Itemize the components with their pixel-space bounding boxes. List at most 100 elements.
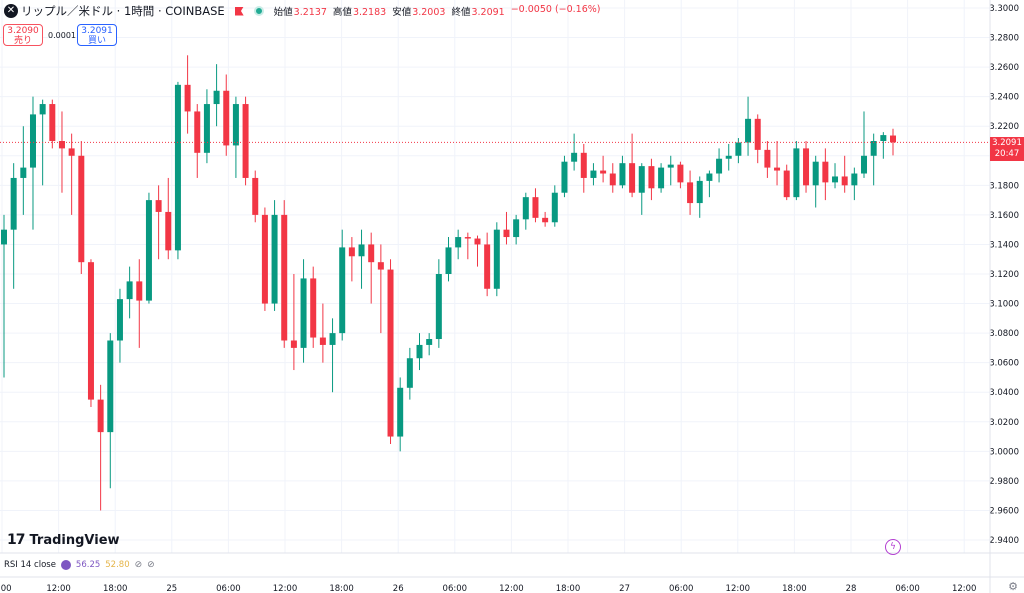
candle-body: [435, 274, 442, 340]
settings-icon[interactable]: ⊘: [147, 560, 155, 570]
candle-body: [97, 399, 104, 433]
candle-body: [78, 155, 85, 263]
candle-body: [203, 104, 210, 153]
indicator-icon: [60, 560, 71, 570]
sell-button[interactable]: 3.2090 売り: [3, 24, 43, 46]
indicator-legend[interactable]: RSI 14 close 56.25 52.80 ⊘ ⊘: [4, 560, 155, 570]
lightning-icon[interactable]: ϟ: [885, 539, 901, 555]
candle-body: [503, 229, 510, 238]
candle-body: [348, 247, 355, 257]
candle-body: [184, 84, 191, 112]
candle-body: [812, 161, 819, 186]
candle-body: [155, 200, 162, 212]
candle-body: [126, 281, 133, 300]
candle-body: [174, 84, 181, 251]
chart-header: ✕ リップル／米ドル · 1時間 · COINBASE 始値3.2137 高値3…: [0, 0, 601, 22]
time-axis-label: 06:00: [443, 584, 468, 593]
candle-body: [213, 90, 220, 105]
candle-body: [629, 163, 636, 193]
candle-body: [416, 344, 423, 359]
logo-text: TradingView: [29, 532, 120, 548]
candle-body: [261, 214, 268, 304]
price-axis-label: 2.9400: [989, 536, 1019, 546]
indicator-label: RSI 14 close: [4, 560, 56, 570]
time-axis-label: 18:00: [103, 584, 128, 593]
candle-body: [851, 173, 858, 186]
candle-body: [58, 141, 65, 149]
candle-body: [1, 229, 7, 245]
candle-body: [522, 197, 529, 220]
candle-body: [687, 182, 694, 204]
candle-body: [832, 176, 839, 183]
candle-body: [445, 247, 452, 274]
spread-value: 0.0001: [48, 31, 76, 40]
candle-body: [745, 118, 752, 143]
price-axis-label: 3.0800: [989, 329, 1019, 339]
time-axis-label: 06:00: [669, 584, 694, 593]
gear-icon[interactable]: ⚙: [1008, 580, 1018, 593]
tradingview-logo[interactable]: 17 TradingView: [7, 532, 120, 548]
price-axis-label: 3.1600: [989, 211, 1019, 221]
time-axis-label: 12:00: [726, 584, 751, 593]
candle-body: [677, 164, 684, 183]
candle-body: [339, 247, 346, 334]
close-x-icon[interactable]: ✕: [4, 4, 18, 18]
candle-body: [107, 340, 114, 433]
candle-body: [783, 170, 790, 198]
bar-countdown: 20:47: [994, 149, 1020, 160]
candle-body: [822, 161, 829, 183]
candle-body: [136, 281, 143, 301]
ohlc-values: 始値3.2137 高値3.2183 安値3.2003 終値3.2091 −0.0…: [274, 4, 601, 18]
candle-body: [580, 152, 587, 178]
time-axis-label: 6:00: [0, 584, 12, 593]
candle-body: [87, 262, 94, 400]
candle-body: [377, 262, 384, 270]
candle-body: [542, 217, 549, 223]
candle-body: [561, 161, 568, 193]
time-axis-label: 06:00: [895, 584, 920, 593]
candle-body: [571, 152, 578, 162]
price-axis-label: 3.0200: [989, 418, 1019, 428]
rsi-value: 56.25: [75, 560, 101, 570]
candle-body: [300, 278, 307, 348]
candle-body: [10, 177, 17, 230]
candle-body: [841, 176, 848, 186]
candle-body: [310, 278, 317, 338]
candle-body: [551, 192, 558, 223]
time-axis-label: 28: [846, 584, 857, 593]
time-axis-label: 12:00: [952, 584, 977, 593]
candle-body: [397, 387, 404, 437]
candle-body: [242, 104, 249, 178]
time-axis-label: 26: [393, 584, 404, 593]
candle-body: [223, 90, 230, 146]
ohlc-change: −0.0050 (−0.16%): [510, 4, 601, 15]
candle-body: [165, 211, 172, 251]
candle-body: [68, 148, 75, 156]
symbol-title[interactable]: リップル／米ドル · 1時間 · COINBASE: [21, 4, 225, 18]
time-axis-label: 06:00: [216, 584, 241, 593]
price-axis-label: 3.1000: [989, 300, 1019, 310]
candle-body: [890, 135, 896, 143]
candle-body: [880, 135, 887, 141]
buy-button[interactable]: 3.2091 買い: [77, 24, 117, 46]
candle-body: [764, 149, 771, 168]
candle-body: [803, 148, 810, 186]
ohlc-open: 始値3.2137: [273, 7, 327, 18]
time-axis-label: 12:00: [499, 584, 524, 593]
candle-body: [667, 164, 674, 168]
buy-price: 3.2091: [81, 26, 113, 36]
candle-body: [600, 170, 607, 174]
candle-body: [116, 299, 123, 341]
price-axis-label: 3.3000: [989, 4, 1019, 14]
flag-icon[interactable]: [234, 6, 244, 16]
price-axis-label: 3.2600: [989, 63, 1019, 73]
candle-body: [368, 244, 375, 263]
price-axis-label: 3.1200: [989, 270, 1019, 280]
candle-body: [20, 167, 27, 178]
last-price-tag: 3.2091 20:47: [990, 137, 1024, 162]
time-axis-label: 27: [619, 584, 630, 593]
candle-body: [793, 148, 800, 198]
visibility-icon[interactable]: ⊘: [134, 560, 143, 570]
